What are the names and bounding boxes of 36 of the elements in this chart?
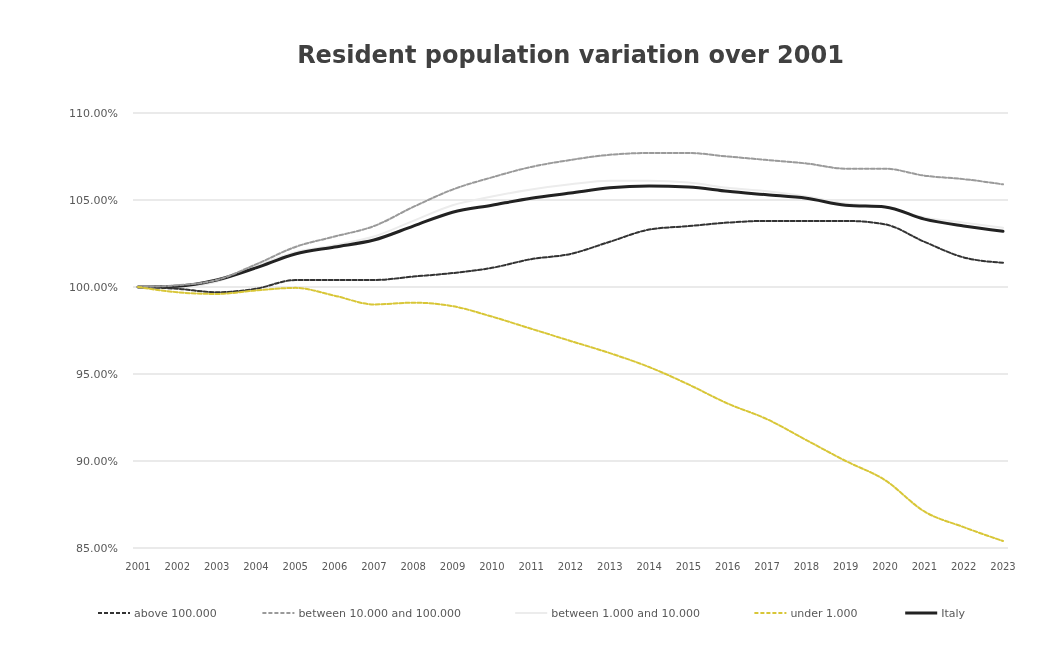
legend-label: between 10.000 and 100.000	[298, 606, 462, 620]
chart-title: Resident population variation over 2001	[297, 41, 844, 69]
x-tick-label: 2018	[793, 561, 820, 572]
x-tick-label: 2009	[439, 561, 466, 572]
legend-label: between 1.000 and 10.000	[551, 606, 700, 620]
x-tick-label: 2023	[990, 561, 1016, 572]
x-tick-label: 2004	[243, 561, 269, 572]
y-tick-label: 110.00%	[69, 106, 118, 120]
y-tick-label: 95.00%	[76, 367, 118, 381]
y-tick-label: 85.00%	[76, 541, 118, 555]
x-tick-label: 2002	[164, 561, 191, 572]
x-tick-label: 2012	[557, 561, 584, 572]
x-tick-label: 2021	[911, 561, 938, 572]
legend-label: under 1.000	[790, 606, 858, 620]
y-tick-label: 90.00%	[76, 454, 118, 468]
y-tick-label: 105.00%	[69, 193, 118, 207]
x-tick-label: 2008	[400, 561, 426, 572]
x-tick-label: 2014	[636, 561, 662, 572]
x-tick-label: 2016	[715, 561, 741, 572]
x-tick-label: 2020	[872, 561, 898, 572]
x-tick-label: 2007	[361, 561, 387, 572]
x-tick-label: 2005	[282, 561, 308, 572]
x-tick-label: 2022	[950, 561, 977, 572]
x-tick-label: 2019	[833, 561, 859, 572]
x-tick-label: 2011	[518, 561, 544, 572]
y-tick-label: 100.00%	[69, 280, 118, 294]
x-tick-label: 2010	[479, 561, 505, 572]
x-tick-label: 2006	[321, 561, 348, 572]
x-tick-label: 2015	[675, 561, 702, 572]
x-tick-label: 2001	[125, 561, 151, 572]
x-tick-label: 2017	[754, 561, 780, 572]
line-series	[137, 286, 1004, 543]
x-tick-label: 2003	[203, 561, 230, 572]
x-tick-label: 2013	[597, 561, 623, 572]
legend-label: Italy	[941, 606, 966, 620]
legend-label: above 100.000	[134, 606, 217, 620]
